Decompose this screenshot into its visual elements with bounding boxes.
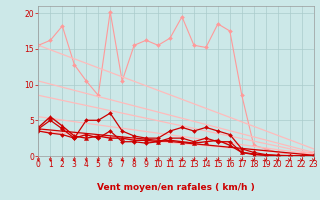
- X-axis label: Vent moyen/en rafales ( km/h ): Vent moyen/en rafales ( km/h ): [97, 183, 255, 192]
